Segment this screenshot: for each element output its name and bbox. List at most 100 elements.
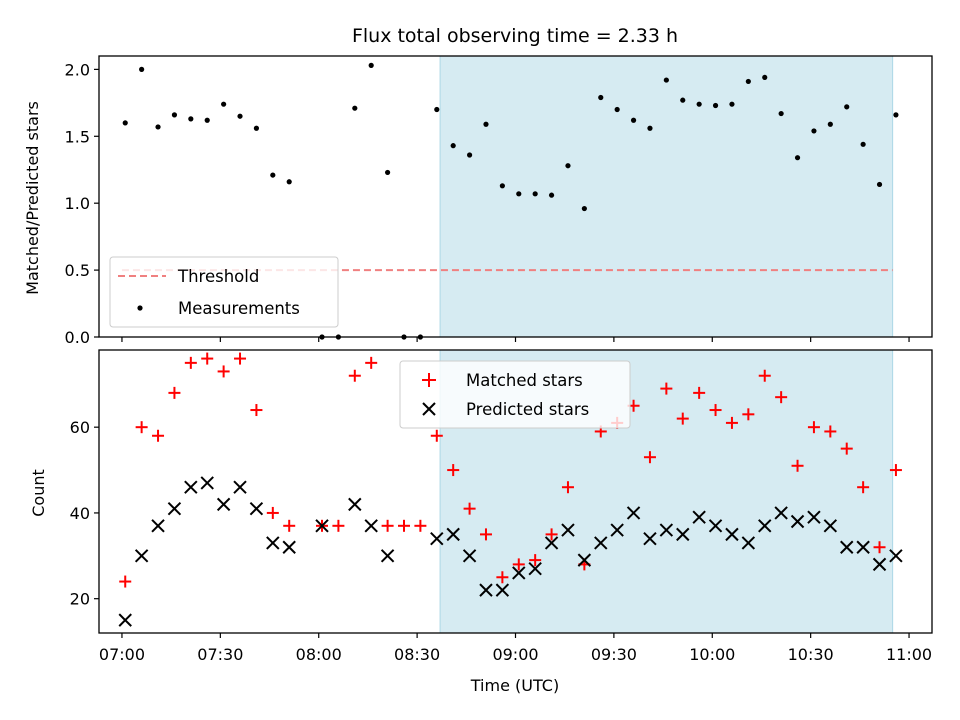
predicted-star-stroke-b bbox=[167, 501, 182, 516]
measurement-point bbox=[516, 191, 522, 197]
predicted-star-point bbox=[495, 583, 510, 597]
bottom-ytick-label: 60 bbox=[70, 418, 90, 437]
measurement-point bbox=[450, 143, 456, 149]
predicted-star-stroke-b bbox=[462, 549, 477, 563]
xtick-label: 09:30 bbox=[591, 645, 637, 664]
predicted-star-stroke-b bbox=[807, 510, 821, 524]
top-shade-rect bbox=[439, 55, 894, 338]
predicted-star-point bbox=[889, 549, 903, 563]
measurement-point bbox=[647, 125, 653, 131]
bottom-ytick-label: 20 bbox=[70, 590, 90, 609]
predicted-star-point bbox=[807, 510, 821, 524]
top-x-ticks bbox=[121, 337, 910, 342]
predicted-star-point bbox=[544, 536, 559, 550]
measurement-point bbox=[778, 110, 784, 117]
measurement-point bbox=[565, 163, 571, 169]
matched-star-point bbox=[135, 421, 148, 434]
measurement-point bbox=[794, 155, 801, 161]
bottom-y-ticks: 20 40 60 bbox=[70, 418, 99, 609]
measurement-point bbox=[876, 181, 883, 188]
matched-star-point bbox=[479, 528, 492, 541]
predicted-star-point bbox=[216, 497, 231, 512]
chart-title: Flux total observing time = 2.33 h bbox=[352, 25, 678, 47]
legend-matched-swatch bbox=[422, 373, 436, 387]
matched-star-point bbox=[529, 554, 542, 567]
predicted-star-point bbox=[610, 523, 624, 537]
measurement-point bbox=[122, 120, 128, 126]
predicted-star-point bbox=[249, 501, 264, 516]
predicted-star-stroke-b bbox=[659, 523, 674, 537]
predicted-star-point bbox=[823, 519, 838, 533]
matched-star-point bbox=[758, 369, 771, 382]
predicted-star-point bbox=[741, 536, 756, 550]
matched-star-point bbox=[857, 481, 870, 494]
measurement-point bbox=[499, 183, 505, 189]
top-shaded-interval bbox=[439, 55, 894, 338]
measurement-point bbox=[270, 172, 276, 178]
matched-star-point bbox=[463, 502, 476, 515]
legend-measurements-label: Measurements bbox=[178, 299, 300, 318]
matched-star-point bbox=[807, 421, 820, 434]
predicted-star-stroke-b bbox=[840, 540, 854, 554]
bottom-legend-box bbox=[399, 360, 631, 429]
predicted-star-stroke-b bbox=[758, 519, 772, 533]
bottom-y-axis-label: Count bbox=[29, 469, 48, 517]
predicted-star-point bbox=[872, 557, 887, 572]
predicted-star-stroke-b bbox=[364, 519, 378, 533]
predicted-star-stroke-b bbox=[561, 523, 575, 537]
measurement-point bbox=[729, 101, 735, 107]
xtick-label: 07:30 bbox=[197, 645, 243, 664]
legend-predicted-swatch bbox=[422, 402, 436, 416]
measurement-point bbox=[827, 121, 833, 127]
predicted-star-point bbox=[430, 531, 444, 546]
top-ytick-label: 1.5 bbox=[65, 127, 90, 146]
bottom-legend: Matched stars Predicted stars bbox=[399, 360, 631, 429]
matched-star-point bbox=[447, 464, 460, 477]
predicted-star-stroke-b bbox=[856, 540, 870, 554]
matched-star-point bbox=[693, 386, 706, 399]
measurement-point bbox=[630, 117, 637, 123]
measurement-point bbox=[696, 101, 702, 107]
predicted-star-stroke-b bbox=[889, 549, 903, 563]
xtick-label: 08:00 bbox=[296, 645, 342, 664]
matched-star-point bbox=[119, 575, 132, 588]
measurement-point bbox=[253, 125, 260, 131]
measurement-point bbox=[860, 141, 866, 147]
matched-star-point bbox=[873, 541, 886, 554]
measurement-point bbox=[581, 205, 587, 212]
measurement-point bbox=[532, 191, 538, 197]
predicted-star-point bbox=[348, 497, 362, 512]
measurement-point bbox=[745, 78, 751, 85]
matched-star-point bbox=[184, 356, 197, 369]
measurement-point bbox=[434, 106, 440, 113]
predicted-star-stroke-b bbox=[790, 514, 805, 529]
predicted-star-point bbox=[462, 549, 477, 563]
predicted-star-point bbox=[167, 501, 182, 516]
predicted-stars-points bbox=[118, 476, 903, 627]
predicted-star-point bbox=[840, 540, 854, 554]
top-ytick-label: 1.0 bbox=[65, 194, 90, 213]
matched-star-point bbox=[545, 528, 558, 541]
matched-star-point bbox=[217, 365, 230, 378]
predicted-star-stroke-b bbox=[495, 583, 510, 597]
measurement-point bbox=[204, 117, 210, 123]
measurement-point bbox=[139, 66, 145, 72]
predicted-star-stroke-b bbox=[512, 566, 526, 580]
matched-star-point bbox=[381, 519, 394, 532]
predicted-star-point bbox=[659, 523, 674, 537]
measurement-point bbox=[663, 77, 669, 83]
measurement-point bbox=[614, 106, 620, 113]
top-ytick-label: 2.0 bbox=[65, 60, 90, 79]
measurement-point bbox=[221, 101, 227, 107]
predicted-star-point bbox=[692, 510, 706, 524]
measurement-point bbox=[171, 112, 178, 118]
predicted-star-point bbox=[134, 549, 149, 563]
measurement-point bbox=[188, 116, 194, 122]
predicted-star-point bbox=[676, 527, 690, 542]
matched-star-point bbox=[791, 459, 804, 472]
matched-star-point bbox=[676, 412, 689, 425]
predicted-star-stroke-b bbox=[725, 527, 739, 542]
measurement-point bbox=[466, 152, 473, 158]
matched-star-point bbox=[266, 506, 279, 519]
matched-star-point bbox=[709, 404, 722, 417]
